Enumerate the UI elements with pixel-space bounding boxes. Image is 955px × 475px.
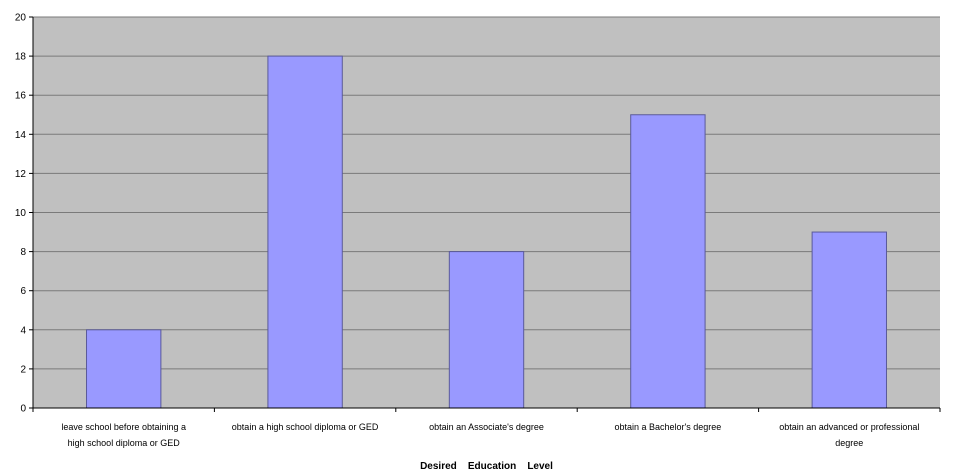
y-tick-label: 20 [15,13,27,24]
y-tick-label: 8 [20,247,26,258]
y-tick-labels: 0 2 4 6 8 10 12 14 16 18 20 [15,13,33,415]
bars [86,55,887,409]
y-tick-label: 0 [20,404,26,415]
bar [811,231,887,409]
x-tick-label: obtain a high school diploma or GED [232,422,379,432]
bar [267,55,343,409]
x-tick-label: leave school before obtaining a high scho… [61,422,186,448]
y-tick-label: 6 [20,286,26,297]
x-axis-title: Desired Education Level [420,461,553,472]
y-tick-label: 2 [20,364,26,375]
bar [448,251,525,409]
bar [630,114,706,409]
x-tick-label: obtain an Associate's degree [429,422,544,432]
x-tick-label: obtain a Bachelor's degree [615,422,722,432]
y-tick-label: 12 [15,169,27,180]
x-tick-label: obtain an advanced or professional degree [779,422,919,448]
y-tick-label: 18 [15,52,27,63]
y-tick-label: 14 [15,130,27,141]
bar [86,329,162,409]
y-tick-label: 4 [20,325,26,336]
y-tick-label: 10 [15,208,27,219]
x-tick-labels: leave school before obtaining a high scho… [32,408,941,448]
y-tick-label: 16 [15,91,27,102]
